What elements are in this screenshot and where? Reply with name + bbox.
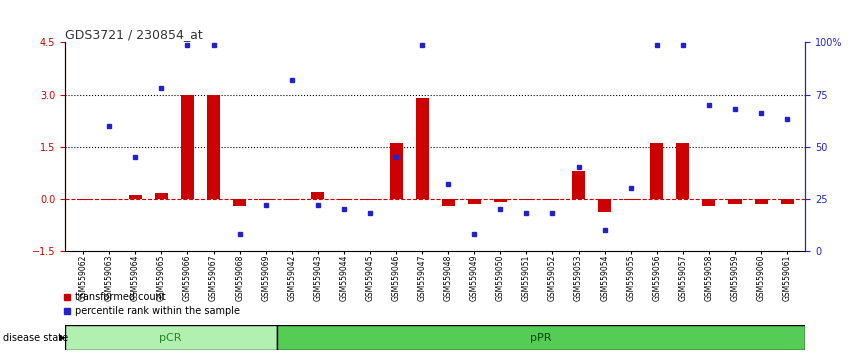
Text: disease state: disease state [3,333,68,343]
Bar [546,199,559,200]
Bar [702,199,715,206]
Bar [520,199,533,200]
Bar [598,199,611,212]
Bar [233,199,246,206]
Bar [276,325,805,350]
Bar [155,193,168,199]
Text: GDS3721 / 230854_at: GDS3721 / 230854_at [65,28,203,41]
Bar [259,199,272,200]
Bar [624,199,637,200]
Text: pPR: pPR [530,333,552,343]
Bar [65,325,276,350]
Bar [468,199,481,204]
Text: ▶: ▶ [59,333,66,342]
Text: pCR: pCR [159,333,182,343]
Bar [103,199,116,200]
Bar [494,199,507,202]
Bar [338,199,351,200]
Bar [416,98,429,199]
Bar [780,199,793,204]
Bar [181,95,194,199]
Bar [442,199,455,206]
Text: transformed count: transformed count [74,292,165,302]
Bar [364,199,377,200]
Bar [207,95,220,199]
Bar [572,171,585,199]
Bar [728,199,741,204]
Bar [285,199,298,200]
Bar [676,143,689,199]
Bar [650,143,663,199]
Bar [77,199,90,200]
Text: percentile rank within the sample: percentile rank within the sample [74,306,240,316]
Bar [390,143,403,199]
Bar [754,199,767,204]
Bar [311,192,325,199]
Bar [129,195,142,199]
